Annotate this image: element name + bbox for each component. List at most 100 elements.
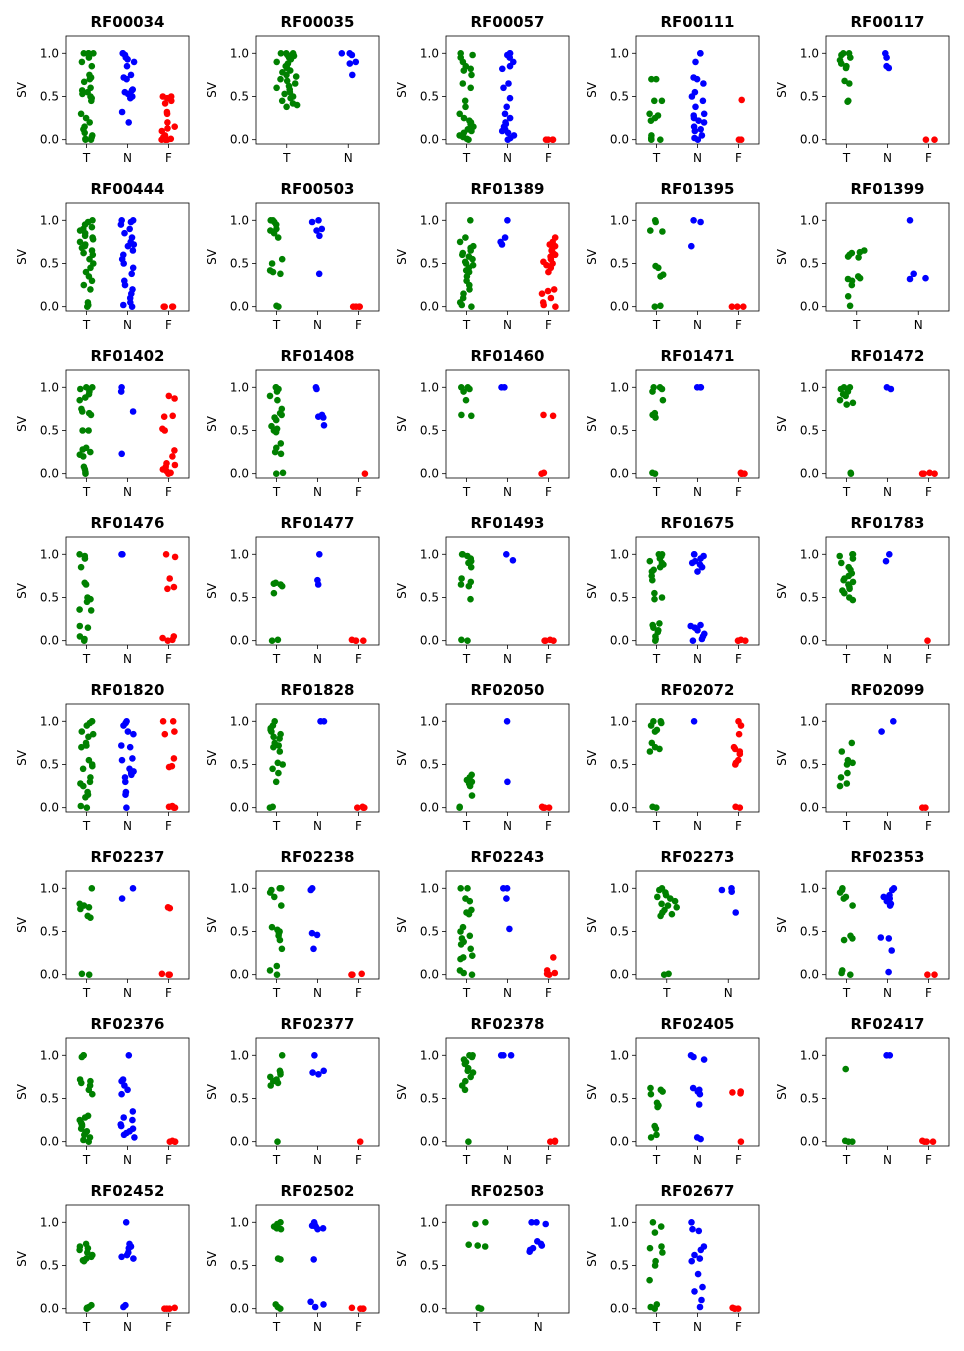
series-T bbox=[76, 551, 95, 644]
y-tick-label: 0.5 bbox=[420, 1258, 439, 1272]
data-point bbox=[458, 301, 466, 309]
series-F bbox=[159, 551, 179, 644]
data-point bbox=[269, 268, 277, 276]
y-tick-label: 0.5 bbox=[40, 423, 59, 437]
y-tick-label: 1.0 bbox=[40, 1048, 59, 1062]
data-point bbox=[542, 1220, 549, 1228]
series-N bbox=[117, 217, 138, 311]
y-tick-label: 1.0 bbox=[230, 1215, 249, 1229]
data-point bbox=[129, 755, 136, 762]
data-point bbox=[469, 51, 476, 59]
data-point bbox=[695, 117, 702, 124]
data-point bbox=[838, 559, 845, 567]
data-point bbox=[83, 722, 91, 729]
series-N bbox=[497, 1052, 515, 1059]
data-point bbox=[79, 408, 86, 415]
data-point bbox=[171, 1138, 179, 1145]
data-point bbox=[843, 401, 850, 408]
y-tick-label: 1.0 bbox=[610, 46, 629, 60]
data-point bbox=[729, 1089, 736, 1096]
data-point bbox=[728, 888, 735, 895]
data-point bbox=[310, 1256, 318, 1263]
data-point bbox=[272, 778, 280, 786]
data-point bbox=[461, 1086, 469, 1094]
series-N bbox=[118, 50, 138, 126]
x-tick-label: N bbox=[693, 1320, 702, 1334]
x-tick-label: F bbox=[735, 1153, 742, 1167]
x-tick-label: T bbox=[842, 485, 851, 499]
data-point bbox=[503, 718, 511, 725]
data-point bbox=[272, 428, 280, 436]
y-axis-label: SV bbox=[395, 749, 409, 766]
y-tick-label: 0.5 bbox=[230, 1258, 249, 1272]
data-point bbox=[697, 621, 704, 629]
data-point bbox=[129, 885, 137, 892]
data-point bbox=[308, 218, 316, 226]
series-T bbox=[266, 885, 286, 978]
series-F bbox=[159, 718, 179, 811]
data-point bbox=[689, 1225, 696, 1233]
data-point bbox=[274, 396, 281, 404]
panel-title: RF02502 bbox=[281, 1182, 355, 1200]
data-point bbox=[124, 728, 132, 735]
data-point bbox=[468, 1053, 476, 1061]
data-point bbox=[266, 967, 274, 974]
data-point bbox=[276, 885, 284, 892]
y-tick-label: 1.0 bbox=[40, 547, 59, 561]
data-point bbox=[501, 234, 509, 241]
data-point bbox=[737, 722, 745, 729]
y-tick-label: 0.0 bbox=[610, 968, 629, 982]
data-point bbox=[352, 58, 360, 66]
series-T bbox=[76, 885, 96, 978]
data-point bbox=[287, 94, 294, 102]
x-tick-label: T bbox=[842, 986, 851, 1000]
data-point bbox=[76, 551, 83, 558]
data-point bbox=[273, 388, 281, 395]
series-F bbox=[542, 136, 557, 143]
data-point bbox=[690, 718, 698, 725]
data-point bbox=[886, 902, 894, 909]
data-point bbox=[270, 733, 277, 741]
y-axis-label: SV bbox=[585, 1083, 599, 1100]
series-F bbox=[919, 804, 929, 811]
data-point bbox=[317, 718, 324, 725]
data-point bbox=[697, 1135, 704, 1143]
series-T bbox=[649, 384, 667, 478]
data-point bbox=[85, 904, 93, 911]
data-point bbox=[718, 886, 726, 894]
data-point bbox=[689, 1084, 697, 1092]
data-point bbox=[654, 1103, 661, 1111]
data-point bbox=[124, 1086, 131, 1094]
panel-RF01820: RF01820 SV 0.0 0.5 1.0 T N F bbox=[15, 681, 190, 833]
data-point bbox=[885, 935, 893, 942]
data-point bbox=[87, 607, 95, 614]
data-point bbox=[130, 58, 138, 66]
y-tick-label: 1.0 bbox=[420, 1215, 439, 1229]
series-N bbox=[687, 1052, 708, 1143]
data-point bbox=[692, 103, 699, 111]
data-point bbox=[82, 794, 89, 801]
data-point bbox=[338, 50, 346, 57]
data-point bbox=[658, 719, 665, 727]
x-tick-label: N bbox=[344, 151, 353, 165]
data-point bbox=[122, 1219, 130, 1226]
data-point bbox=[320, 1301, 327, 1308]
series-F bbox=[348, 636, 367, 644]
series-T bbox=[646, 551, 667, 644]
data-point bbox=[844, 253, 852, 260]
data-point bbox=[346, 60, 354, 67]
data-point bbox=[906, 275, 914, 283]
data-point bbox=[846, 302, 854, 310]
panel-title: RF01460 bbox=[471, 347, 545, 365]
data-point bbox=[467, 1073, 475, 1081]
data-point bbox=[728, 303, 736, 311]
data-point bbox=[83, 598, 91, 606]
data-point bbox=[83, 742, 90, 749]
data-point bbox=[126, 743, 134, 751]
data-point bbox=[844, 769, 851, 777]
x-tick-label: N bbox=[693, 1153, 702, 1167]
series-F bbox=[354, 803, 368, 811]
y-axis-label: SV bbox=[15, 916, 29, 933]
data-point bbox=[734, 303, 741, 311]
x-tick-label: T bbox=[272, 1153, 281, 1167]
